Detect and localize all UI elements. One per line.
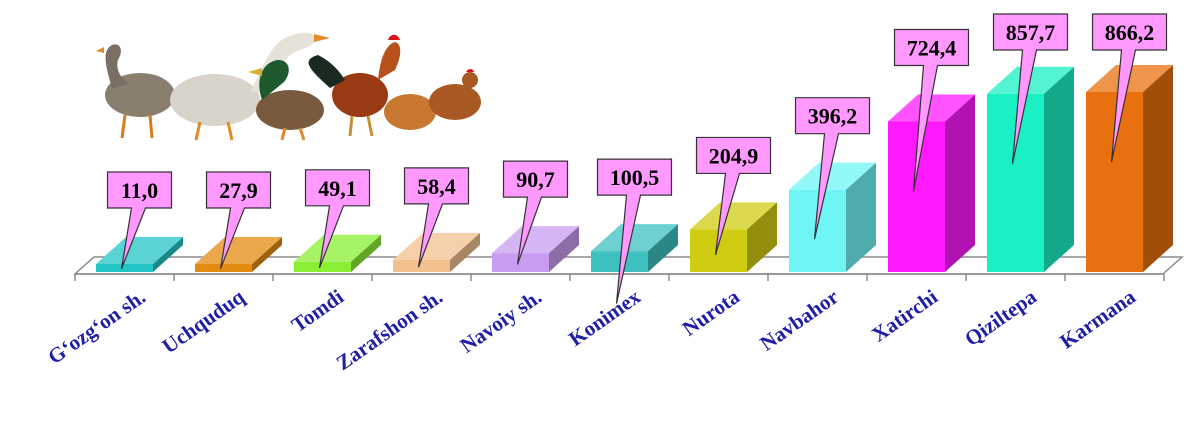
value-labels: 11,0 27,9 49,1 58,4 90,7 100,5 204,9 396,2 724,4…	[106, 13, 1168, 304]
value-callout: 857,7	[992, 13, 1069, 164]
callout-box	[1091, 13, 1168, 163]
value-label: 49,1	[318, 176, 357, 201]
category-label: Uchquduq	[158, 284, 249, 358]
value-label: 27,9	[219, 178, 258, 203]
callout-box	[304, 169, 371, 269]
bar	[96, 237, 183, 272]
category-label: Nurota	[678, 284, 744, 341]
bar-side	[351, 234, 381, 272]
bar	[690, 202, 777, 272]
category-label: Xatirchi	[867, 284, 942, 346]
bar	[294, 234, 381, 272]
bar-front	[492, 253, 549, 272]
bar-top	[789, 162, 876, 190]
bar-top	[393, 232, 480, 260]
bar-top	[96, 237, 183, 264]
bar	[888, 94, 975, 272]
bar-front	[294, 261, 351, 272]
category-label: Zarafshon sh.	[332, 284, 447, 375]
value-callout: 11,0	[106, 171, 173, 270]
bar-top	[195, 237, 282, 264]
category-label: Navoiy sh.	[456, 284, 546, 357]
bar-side	[450, 232, 480, 272]
value-callout: 866,2	[1091, 13, 1168, 163]
callout-box	[403, 167, 470, 268]
value-label: 724,4	[907, 35, 957, 60]
value-label: 866,2	[1105, 20, 1155, 45]
bar-top	[492, 226, 579, 254]
value-callout: 100,5	[596, 158, 673, 304]
value-label: 396,2	[808, 104, 858, 129]
bar-top	[888, 94, 975, 122]
bar-front	[393, 259, 450, 272]
callout-box	[106, 171, 173, 270]
bar-side	[252, 237, 282, 272]
bar-front	[987, 93, 1044, 273]
value-callout: 90,7	[502, 160, 569, 265]
bar-front	[888, 121, 945, 272]
category-label: Tomdi	[287, 284, 348, 337]
value-callout: 27,9	[205, 171, 272, 270]
category-label: G‘ozg‘on sh.	[43, 284, 149, 369]
category-label: Navbahor	[755, 284, 842, 355]
value-callout: 724,4	[893, 28, 970, 192]
bar-side	[648, 224, 678, 272]
value-label: 11,0	[121, 178, 158, 203]
bar-front	[96, 264, 153, 272]
category-label: Konimex	[564, 284, 645, 351]
bar-top	[294, 234, 381, 262]
category-label: Qiziltepa	[960, 284, 1041, 351]
callout-box	[695, 136, 772, 256]
bar-side	[1143, 65, 1173, 272]
bar	[591, 224, 678, 272]
bar-top	[591, 224, 678, 252]
value-callout: 204,9	[695, 136, 772, 256]
bar-top	[690, 202, 777, 230]
bar-side	[945, 94, 975, 272]
bar-series	[96, 65, 1173, 273]
category-label: Karmana	[1055, 284, 1140, 353]
x-axis-ticks	[74, 274, 1165, 281]
value-label: 90,7	[516, 167, 555, 192]
callout-box	[502, 160, 569, 265]
bar	[789, 162, 876, 272]
bar-side	[747, 202, 777, 272]
bar-side	[549, 226, 579, 272]
value-label: 58,4	[417, 174, 456, 199]
bar	[393, 232, 480, 272]
bar-side	[153, 237, 183, 272]
value-callout: 58,4	[403, 167, 470, 268]
bar-front	[591, 251, 648, 272]
bar-side	[1044, 66, 1074, 273]
callout-box	[596, 158, 673, 304]
bar	[195, 237, 282, 272]
callout-box	[992, 13, 1069, 164]
bar-front	[195, 264, 252, 272]
bar	[492, 226, 579, 272]
value-callout: 396,2	[794, 97, 871, 240]
callout-box	[794, 97, 871, 240]
callout-box	[205, 171, 272, 270]
callout-box	[893, 28, 970, 192]
bar-side	[846, 162, 876, 272]
value-label: 857,7	[1006, 20, 1056, 45]
bar	[987, 66, 1074, 273]
value-callout: 49,1	[304, 169, 371, 269]
value-label: 100,5	[610, 165, 660, 190]
bar-front	[1086, 92, 1143, 272]
bar	[1086, 65, 1173, 272]
value-label: 204,9	[709, 143, 759, 168]
poultry-illustration	[96, 32, 481, 141]
